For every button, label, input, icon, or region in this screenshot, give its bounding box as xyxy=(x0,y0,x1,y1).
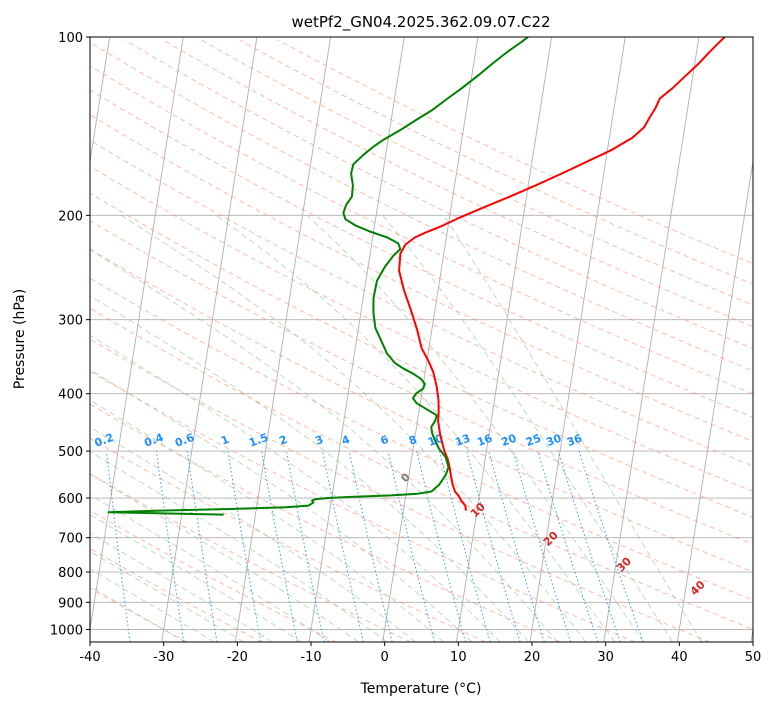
x-axis-label: Temperature (°C) xyxy=(360,681,482,697)
y-axis-label: Pressure (hPa) xyxy=(12,289,28,389)
y-tick-label: 200 xyxy=(58,209,83,224)
x-tick-label: 40 xyxy=(671,650,688,665)
y-tick-label: 600 xyxy=(58,492,83,507)
x-tick-label: 30 xyxy=(597,650,614,665)
x-tick-label: 10 xyxy=(450,650,467,665)
x-tick-label: -30 xyxy=(153,650,174,665)
x-tick-label: -40 xyxy=(79,650,100,665)
y-tick-label: 700 xyxy=(58,532,83,547)
y-tick-label: 300 xyxy=(58,314,83,329)
y-tick-label: 500 xyxy=(58,445,83,460)
y-tick-label: 900 xyxy=(58,596,83,611)
x-tick-label: -10 xyxy=(300,650,321,665)
y-tick-label: 100 xyxy=(58,31,83,46)
x-tick-label: 50 xyxy=(745,650,762,665)
x-tick-label: 0 xyxy=(381,650,389,665)
chart-title: wetPf2_GN04.2025.362.09.07.C22 xyxy=(291,13,550,32)
x-tick-label: -20 xyxy=(227,650,248,665)
y-tick-label: 400 xyxy=(58,388,83,403)
y-tick-label: 1000 xyxy=(50,623,83,638)
x-tick-label: 20 xyxy=(524,650,541,665)
y-tick-label: 800 xyxy=(58,566,83,581)
